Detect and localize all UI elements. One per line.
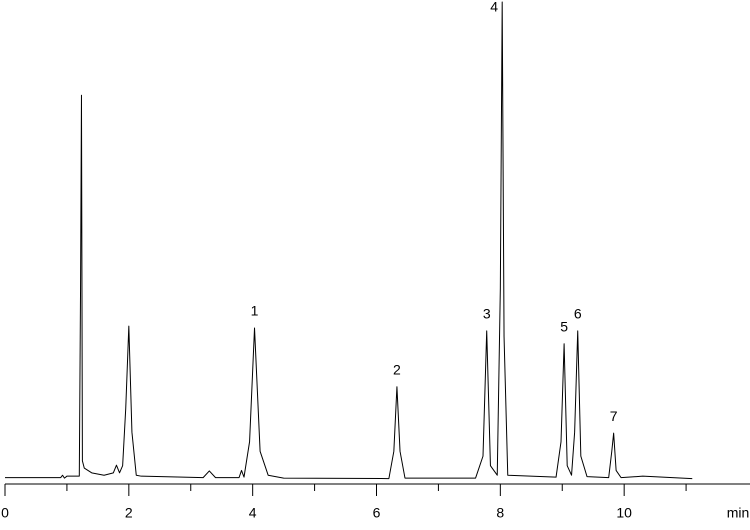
peak-label: 2 xyxy=(393,361,401,377)
chromatogram-trace xyxy=(5,1,693,480)
x-tick-label: 2 xyxy=(125,505,133,521)
x-tick-label: 10 xyxy=(616,505,632,521)
peak-label: 1 xyxy=(251,303,259,319)
x-tick-label: 0 xyxy=(1,505,9,521)
peak-label: 7 xyxy=(610,408,618,424)
peak-label: 5 xyxy=(560,318,568,334)
peak-label: 4 xyxy=(490,0,498,15)
peak-label: 6 xyxy=(574,306,582,322)
x-tick-label: 4 xyxy=(249,505,257,521)
x-tick-label: 6 xyxy=(373,505,381,521)
x-tick-label: 8 xyxy=(496,505,504,521)
x-axis-label: min xyxy=(727,505,750,521)
peak-label: 3 xyxy=(483,306,491,322)
